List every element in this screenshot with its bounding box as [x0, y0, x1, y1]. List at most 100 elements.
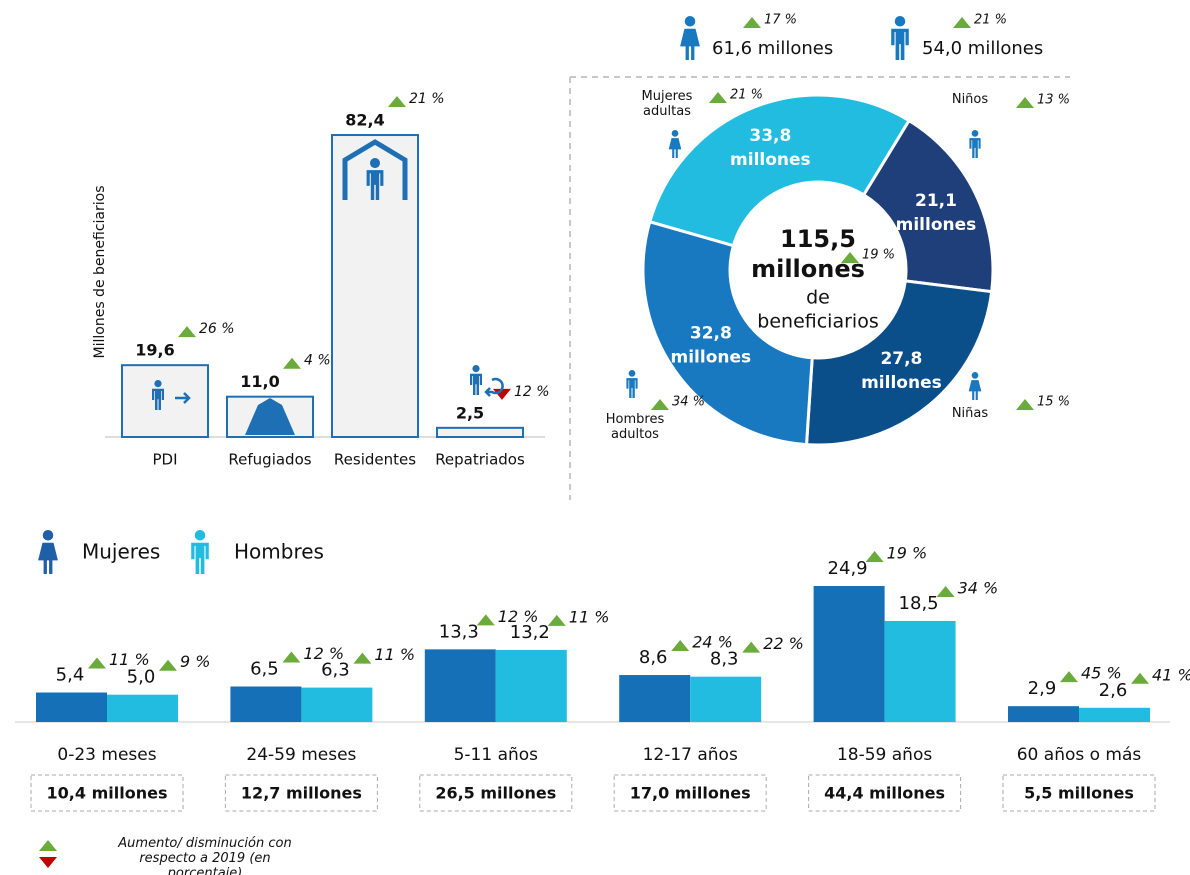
increase-marker	[1060, 671, 1078, 683]
change-label: 12 %	[498, 607, 539, 626]
person-icon	[891, 28, 909, 60]
change-label: 9 %	[180, 652, 210, 671]
total-label: 10,4 millones	[47, 784, 168, 803]
change-label: 17 %	[764, 13, 797, 28]
decrease-marker	[493, 388, 511, 400]
slice-category: Mujeres adultas	[641, 89, 693, 119]
value-label: 19,6	[135, 341, 174, 360]
person-icon	[366, 170, 384, 200]
slice-category: Hombres adultos	[605, 412, 665, 442]
increase-marker	[841, 252, 859, 263]
y-axis-label: Millones de beneficiarios	[92, 186, 108, 359]
increase-marker	[651, 399, 669, 410]
change-label: 26 %	[199, 321, 235, 337]
increase-marker	[159, 659, 177, 671]
person-icon	[472, 365, 480, 373]
slice-value: 27,8	[880, 349, 922, 369]
person-icon	[969, 138, 981, 158]
person-icon	[38, 542, 58, 574]
increase-marker	[1016, 399, 1034, 410]
increase-marker	[742, 641, 761, 653]
value-label: 18,5	[899, 593, 939, 614]
legend-note: Aumento/ disminución con respecto a 2019…	[118, 836, 292, 875]
donut-center	[732, 184, 904, 356]
x-tick-label: PDI	[152, 451, 177, 469]
value-label: 13,3	[439, 621, 479, 642]
change-label: 41 %	[1152, 665, 1190, 684]
change-label: 13 %	[1037, 93, 1070, 108]
x-tick-label: 24-59 meses	[246, 745, 356, 765]
gender-total: 54,0 millones	[922, 38, 1043, 59]
x-tick-label: 12-17 años	[643, 745, 738, 765]
value-label: 8,6	[639, 647, 668, 668]
person-icon	[152, 388, 164, 410]
person-icon	[194, 530, 206, 541]
pie-slice	[804, 279, 994, 447]
x-tick-label: 0-23 meses	[57, 745, 156, 765]
slice-value: 32,8	[690, 323, 732, 343]
return-icon	[484, 377, 504, 397]
bar	[107, 694, 178, 722]
increase-marker	[709, 92, 727, 103]
increase-marker	[388, 96, 406, 108]
slice-value: 33,8	[749, 126, 791, 146]
bar	[619, 675, 691, 722]
pie-slice	[641, 219, 814, 447]
increase-marker	[353, 652, 372, 664]
legend-marker	[39, 857, 57, 868]
increase-marker	[283, 357, 301, 369]
total-box	[224, 774, 378, 812]
change-label: 19 %	[862, 248, 895, 263]
value-label: 2,5	[456, 403, 484, 422]
value-label: 24,9	[828, 558, 868, 579]
value-label: 13,2	[510, 622, 550, 643]
bar	[301, 687, 373, 722]
legend-label: Mujeres	[82, 540, 160, 564]
person-icon	[968, 380, 982, 400]
total-caption: beneficiarios	[757, 311, 878, 333]
person-icon	[971, 130, 979, 137]
change-label: 21 %	[730, 88, 763, 103]
increase-marker	[476, 614, 495, 626]
total-label: 44,4 millones	[824, 784, 945, 803]
bar	[36, 692, 107, 722]
total-label: 5,5 millones	[1024, 784, 1134, 803]
change-label: 19 %	[887, 544, 928, 563]
bar	[495, 649, 567, 722]
person-icon	[894, 16, 906, 27]
arrow-icon	[175, 392, 191, 404]
increase-marker	[282, 651, 301, 663]
increase-marker	[1131, 672, 1149, 684]
bar	[1079, 707, 1150, 722]
total-box	[613, 774, 767, 812]
person-icon	[154, 380, 162, 388]
value-label: 8,3	[710, 649, 739, 670]
increase-marker	[88, 657, 106, 669]
bar	[424, 649, 496, 722]
total-caption: de	[806, 287, 830, 309]
x-tick-label: 60 años o más	[1017, 745, 1142, 765]
total-box	[419, 774, 573, 812]
x-tick-label: Repatriados	[435, 451, 525, 469]
increase-marker	[1016, 97, 1034, 108]
value-label: 2,6	[1099, 680, 1128, 701]
slice-value: 21,1	[915, 191, 957, 211]
increase-marker	[671, 640, 690, 652]
change-label: 22 %	[763, 634, 804, 653]
gender-total: 61,6 millones	[712, 38, 833, 59]
value-label: 2,9	[1028, 678, 1057, 699]
person-icon	[470, 373, 482, 395]
value-label: 11,0	[240, 372, 279, 391]
x-tick-label: 5-11 años	[454, 745, 539, 765]
increase-marker	[178, 326, 196, 338]
legend-marker	[39, 840, 57, 851]
bar	[436, 426, 524, 438]
person-icon	[971, 372, 979, 379]
change-label: 34 %	[672, 395, 705, 410]
house-icon	[342, 139, 408, 200]
change-label: 15 %	[1037, 395, 1070, 410]
bar	[690, 676, 762, 722]
person-icon	[684, 16, 696, 27]
